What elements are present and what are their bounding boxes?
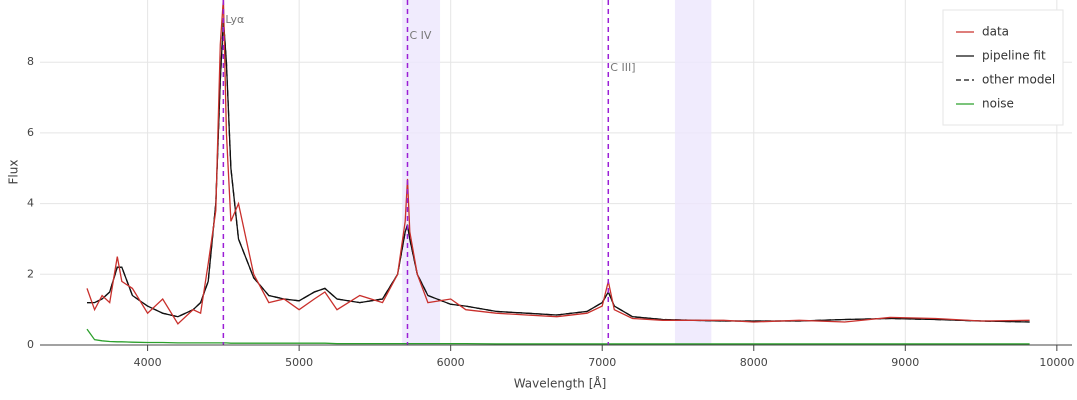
series-line <box>86 328 1030 345</box>
legend-label: other model <box>982 73 1055 87</box>
x-tick-label: 4000 <box>134 356 162 369</box>
y-axis-label: Flux <box>7 160 21 185</box>
x-tick-label: 8000 <box>740 356 768 369</box>
series-line <box>86 0 1030 325</box>
x-tick-label: 10000 <box>1039 356 1074 369</box>
x-tick-label: 7000 <box>588 356 616 369</box>
series-line <box>87 19 1030 323</box>
legend: data pipeline fit other model noise <box>942 9 1064 126</box>
x-tick-label: 6000 <box>437 356 465 369</box>
y-tick-label: 2 <box>27 267 34 280</box>
y-tick-label: 8 <box>27 55 34 68</box>
emission-label: C III] <box>610 61 635 74</box>
legend-label: pipeline fit <box>982 49 1046 63</box>
y-tick-label: 4 <box>27 197 34 210</box>
y-tick-label: 0 <box>27 338 34 351</box>
y-tick-label: 6 <box>27 126 34 139</box>
x-axis-label: Wavelength [Å] <box>514 376 607 391</box>
x-tick-label: 9000 <box>891 356 919 369</box>
emission-label: Lyα <box>225 13 244 26</box>
band <box>402 0 441 345</box>
legend-box <box>942 9 1064 126</box>
legend-label: noise <box>982 97 1014 111</box>
x-tick-label: 5000 <box>285 356 313 369</box>
emission-label: C IV <box>409 29 431 42</box>
band <box>674 0 712 345</box>
legend-label: data <box>982 25 1009 39</box>
